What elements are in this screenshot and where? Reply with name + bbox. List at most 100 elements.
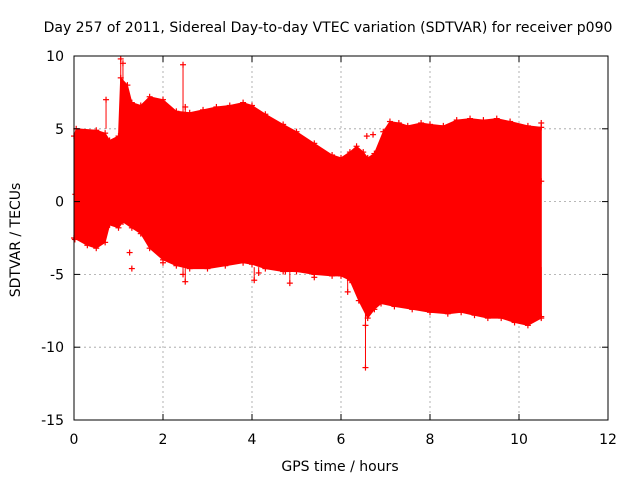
data-point [102, 130, 109, 137]
data-point [200, 106, 207, 113]
outlier-point [286, 280, 293, 287]
data-point [160, 96, 166, 103]
outlier-point [538, 178, 545, 185]
data-point [427, 309, 433, 316]
data-point [262, 265, 269, 272]
outlier-point [180, 61, 187, 68]
outlier-point [126, 249, 133, 256]
data-point [262, 111, 269, 118]
outlier-point [362, 364, 369, 371]
outlier-point [182, 103, 189, 110]
y-tick-label: -10 [41, 340, 64, 356]
data-point [493, 115, 500, 122]
data-point [458, 309, 465, 316]
outlier-point [282, 268, 289, 275]
data-point [124, 82, 131, 89]
data-point [360, 149, 367, 156]
data-point [222, 262, 229, 269]
x-tick-label: 6 [337, 432, 346, 448]
data-point [146, 245, 153, 252]
y-tick-label: 0 [55, 195, 64, 211]
outlier-point [363, 133, 370, 140]
data-point [106, 221, 113, 228]
data-point [498, 315, 505, 322]
data-point [173, 262, 180, 269]
chart-title: Day 257 of 2011, Sidereal Day-to-day VTE… [44, 20, 613, 36]
data-point [338, 154, 344, 161]
data-point [213, 103, 220, 110]
y-tick-label: 5 [55, 122, 64, 138]
data-point [507, 118, 514, 125]
x-axis-title: GPS time / hours [281, 459, 398, 475]
data-point [146, 93, 153, 100]
data-point [371, 150, 378, 157]
data-point [371, 306, 378, 313]
outlier-point [117, 55, 124, 62]
data-point [128, 99, 135, 106]
outlier-point [131, 213, 138, 220]
y-tick-label: -5 [50, 267, 64, 283]
y-tick-label: 10 [46, 49, 64, 65]
data-point [484, 315, 491, 322]
data-point [249, 102, 255, 109]
data-point [240, 99, 247, 106]
x-tick-label: 0 [70, 432, 79, 448]
data-point [93, 127, 100, 134]
data-point [453, 117, 460, 124]
x-tick-label: 12 [599, 432, 617, 448]
data-point [355, 297, 362, 304]
data-point [386, 118, 393, 125]
outlier-point [362, 322, 369, 329]
y-tick-label: -15 [41, 413, 64, 429]
data-point [280, 121, 287, 128]
data-band [73, 76, 542, 326]
data-point [338, 272, 344, 279]
data-point [418, 119, 425, 126]
data-series [71, 55, 545, 371]
data-point [186, 109, 193, 116]
outlier-point [160, 259, 166, 266]
data-point [137, 230, 144, 237]
data-point [173, 108, 180, 115]
data-point [409, 306, 416, 313]
data-point [471, 312, 478, 319]
data-point [137, 102, 144, 109]
data-point [115, 224, 122, 231]
data-point [293, 268, 300, 275]
outlier-point [182, 278, 189, 285]
data-point [329, 152, 336, 159]
outlier-point [370, 131, 377, 138]
data-point [106, 137, 113, 144]
outlier-point [71, 236, 78, 243]
data-point [440, 122, 447, 129]
data-point [240, 259, 247, 266]
data-point [186, 265, 193, 272]
outlier-point [251, 277, 258, 284]
data-point [364, 154, 371, 161]
data-point [391, 303, 398, 310]
data-point [467, 115, 474, 122]
outlier-point [255, 269, 262, 276]
data-point [249, 261, 255, 268]
data-point [480, 117, 487, 124]
outlier-point [119, 60, 126, 67]
x-tick-label: 2 [159, 432, 168, 448]
outlier-point [311, 274, 318, 281]
data-point [353, 143, 360, 150]
data-point [395, 119, 402, 126]
data-point [84, 242, 91, 249]
data-point [329, 272, 336, 279]
data-point [444, 310, 451, 317]
data-point [204, 265, 211, 272]
outlier-point [344, 288, 351, 295]
data-point [404, 122, 411, 129]
data-point [511, 319, 518, 326]
x-tick-label: 8 [426, 432, 435, 448]
data-point [293, 128, 300, 135]
outlier-point [72, 191, 79, 198]
outlier-point [538, 119, 545, 126]
outlier-point [538, 313, 545, 320]
data-point [378, 300, 385, 307]
data-point [102, 239, 109, 246]
